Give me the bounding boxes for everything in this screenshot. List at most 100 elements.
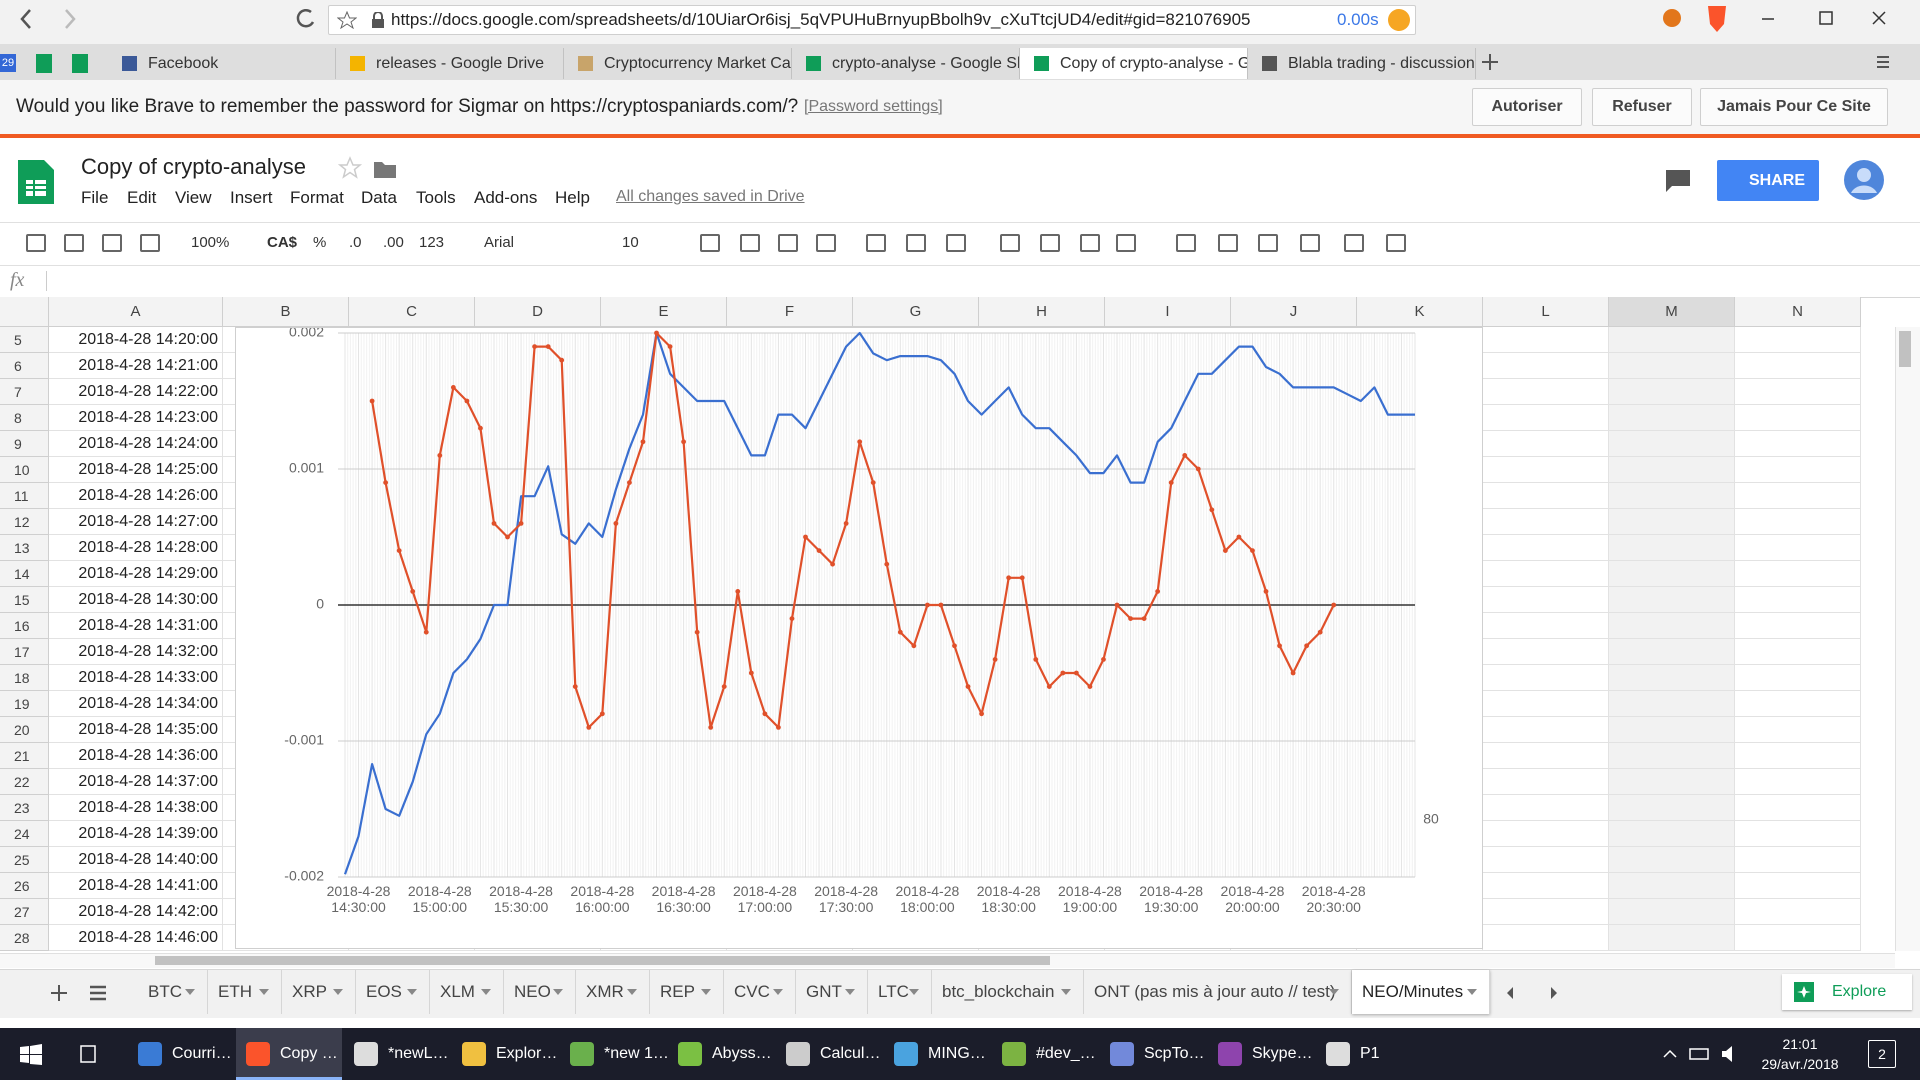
tab-menu-arrow[interactable] bbox=[627, 989, 637, 995]
cell[interactable] bbox=[1735, 691, 1861, 717]
row-header[interactable]: 22 bbox=[0, 769, 49, 795]
comments-button[interactable] bbox=[1664, 168, 1692, 194]
cell[interactable]: 2018-4-28 14:31:00 bbox=[49, 613, 223, 639]
font-size[interactable]: 10 bbox=[622, 234, 639, 251]
maximize[interactable] bbox=[1819, 11, 1833, 25]
cell[interactable]: 2018-4-28 14:39:00 bbox=[49, 821, 223, 847]
cell[interactable] bbox=[1609, 821, 1735, 847]
column-header[interactable]: M bbox=[1609, 297, 1735, 327]
cell[interactable] bbox=[1735, 665, 1861, 691]
sheet-tab[interactable]: EOS bbox=[356, 970, 430, 1014]
cell[interactable]: 2018-4-28 14:37:00 bbox=[49, 769, 223, 795]
browser-tab[interactable]: Copy of crypto-analyse - G bbox=[1020, 48, 1248, 79]
cell[interactable] bbox=[1609, 405, 1735, 431]
cell[interactable] bbox=[1609, 457, 1735, 483]
decrease-decimals[interactable]: .0 bbox=[349, 234, 362, 251]
cell[interactable]: 2018-4-28 14:32:00 bbox=[49, 639, 223, 665]
row-header[interactable]: 24 bbox=[0, 821, 49, 847]
menu-item[interactable]: View bbox=[175, 188, 212, 207]
cell[interactable]: 2018-4-28 14:36:00 bbox=[49, 743, 223, 769]
cell[interactable] bbox=[1609, 691, 1735, 717]
row-header[interactable]: 8 bbox=[0, 405, 49, 431]
tab-menu-arrow[interactable] bbox=[1467, 989, 1477, 995]
cell[interactable] bbox=[1483, 613, 1609, 639]
pinned-tab[interactable] bbox=[36, 54, 52, 73]
cell[interactable]: 2018-4-28 14:28:00 bbox=[49, 535, 223, 561]
all-sheets[interactable] bbox=[90, 985, 106, 1001]
cell[interactable]: 2018-4-28 14:34:00 bbox=[49, 691, 223, 717]
toolbar-icon[interactable] bbox=[1218, 234, 1238, 252]
toolbar-icon[interactable] bbox=[1176, 234, 1196, 252]
redo[interactable] bbox=[64, 234, 84, 252]
cell[interactable] bbox=[1483, 535, 1609, 561]
cell[interactable] bbox=[1609, 483, 1735, 509]
password-settings-link[interactable]: [Password settings] bbox=[804, 98, 943, 115]
cell[interactable] bbox=[1483, 639, 1609, 665]
more-formats[interactable]: 123 bbox=[419, 234, 445, 251]
toolbar-icon[interactable] bbox=[1386, 234, 1406, 252]
cell[interactable]: 2018-4-28 14:24:00 bbox=[49, 431, 223, 457]
cell[interactable] bbox=[1735, 509, 1861, 535]
toolbar-icon[interactable] bbox=[1344, 234, 1364, 252]
column-header[interactable]: N bbox=[1735, 297, 1861, 327]
tab-scroll[interactable] bbox=[1505, 983, 1565, 1003]
cell[interactable] bbox=[1483, 353, 1609, 379]
vertical-scrollbar[interactable] bbox=[1895, 327, 1920, 951]
browser-tab[interactable]: releases - Google Drive bbox=[336, 48, 564, 79]
cell[interactable] bbox=[1735, 639, 1861, 665]
new-tab-button[interactable] bbox=[1478, 50, 1502, 74]
cell[interactable] bbox=[1483, 431, 1609, 457]
cell[interactable] bbox=[1483, 821, 1609, 847]
toolbar-icon[interactable] bbox=[1080, 234, 1100, 252]
increase-decimals[interactable]: .00 bbox=[383, 234, 404, 251]
cell[interactable] bbox=[1483, 587, 1609, 613]
toolbar-icon[interactable] bbox=[866, 234, 886, 252]
back-button[interactable] bbox=[20, 9, 31, 29]
cell[interactable] bbox=[1735, 561, 1861, 587]
tab-menu-arrow[interactable] bbox=[845, 989, 855, 995]
menu-item[interactable]: Data bbox=[361, 188, 397, 207]
taskbar-item[interactable]: P1 bbox=[1316, 1028, 1422, 1080]
column-header[interactable]: C bbox=[349, 297, 475, 327]
cell[interactable] bbox=[1735, 405, 1861, 431]
sheet-tab[interactable]: REP bbox=[650, 970, 724, 1014]
cell[interactable]: 2018-4-28 14:46:00 bbox=[49, 925, 223, 951]
menu-item[interactable]: File bbox=[81, 188, 109, 207]
menu-item[interactable]: Edit bbox=[127, 188, 157, 207]
cell[interactable] bbox=[1609, 717, 1735, 743]
cell[interactable] bbox=[1609, 873, 1735, 899]
cell[interactable]: 2018-4-28 14:42:00 bbox=[49, 899, 223, 925]
tab-menu-arrow[interactable] bbox=[407, 989, 417, 995]
cell[interactable] bbox=[1609, 431, 1735, 457]
column-header[interactable]: I bbox=[1105, 297, 1231, 327]
explore-button[interactable]: Explore bbox=[1782, 974, 1912, 1010]
cell[interactable]: 2018-4-28 14:26:00 bbox=[49, 483, 223, 509]
toolbar-icon[interactable] bbox=[1258, 234, 1278, 252]
pinned-badge[interactable]: 29 bbox=[0, 54, 16, 72]
cell[interactable] bbox=[1735, 769, 1861, 795]
cell[interactable] bbox=[1735, 483, 1861, 509]
toolbar-icon[interactable] bbox=[1116, 234, 1136, 252]
row-header[interactable]: 25 bbox=[0, 847, 49, 873]
row-header[interactable]: 27 bbox=[0, 899, 49, 925]
cell[interactable] bbox=[1609, 353, 1735, 379]
row-header[interactable]: 26 bbox=[0, 873, 49, 899]
sheet-tab[interactable]: XMR bbox=[576, 970, 650, 1014]
zoom[interactable]: 100% bbox=[191, 234, 230, 251]
menu-item[interactable]: Format bbox=[290, 188, 344, 207]
cell[interactable] bbox=[1483, 847, 1609, 873]
sheet-tab[interactable]: CVC bbox=[724, 970, 796, 1014]
taskbar-item[interactable]: *new 1… bbox=[560, 1028, 669, 1080]
cell[interactable] bbox=[1735, 327, 1861, 353]
toolbar-icon[interactable] bbox=[906, 234, 926, 252]
saved-status[interactable]: All changes saved in Drive bbox=[616, 188, 805, 205]
toolbar-icon[interactable] bbox=[816, 234, 836, 252]
menu-item[interactable]: Add-ons bbox=[474, 188, 538, 207]
password-button[interactable]: Refuser bbox=[1592, 88, 1692, 126]
task-view[interactable] bbox=[76, 1044, 100, 1066]
browser-tab[interactable]: crypto-analyse - Google Sl bbox=[792, 48, 1020, 79]
undo[interactable] bbox=[26, 234, 46, 252]
menu-button[interactable] bbox=[1874, 54, 1892, 70]
row-header[interactable]: 28 bbox=[0, 925, 49, 951]
cell[interactable] bbox=[1483, 561, 1609, 587]
